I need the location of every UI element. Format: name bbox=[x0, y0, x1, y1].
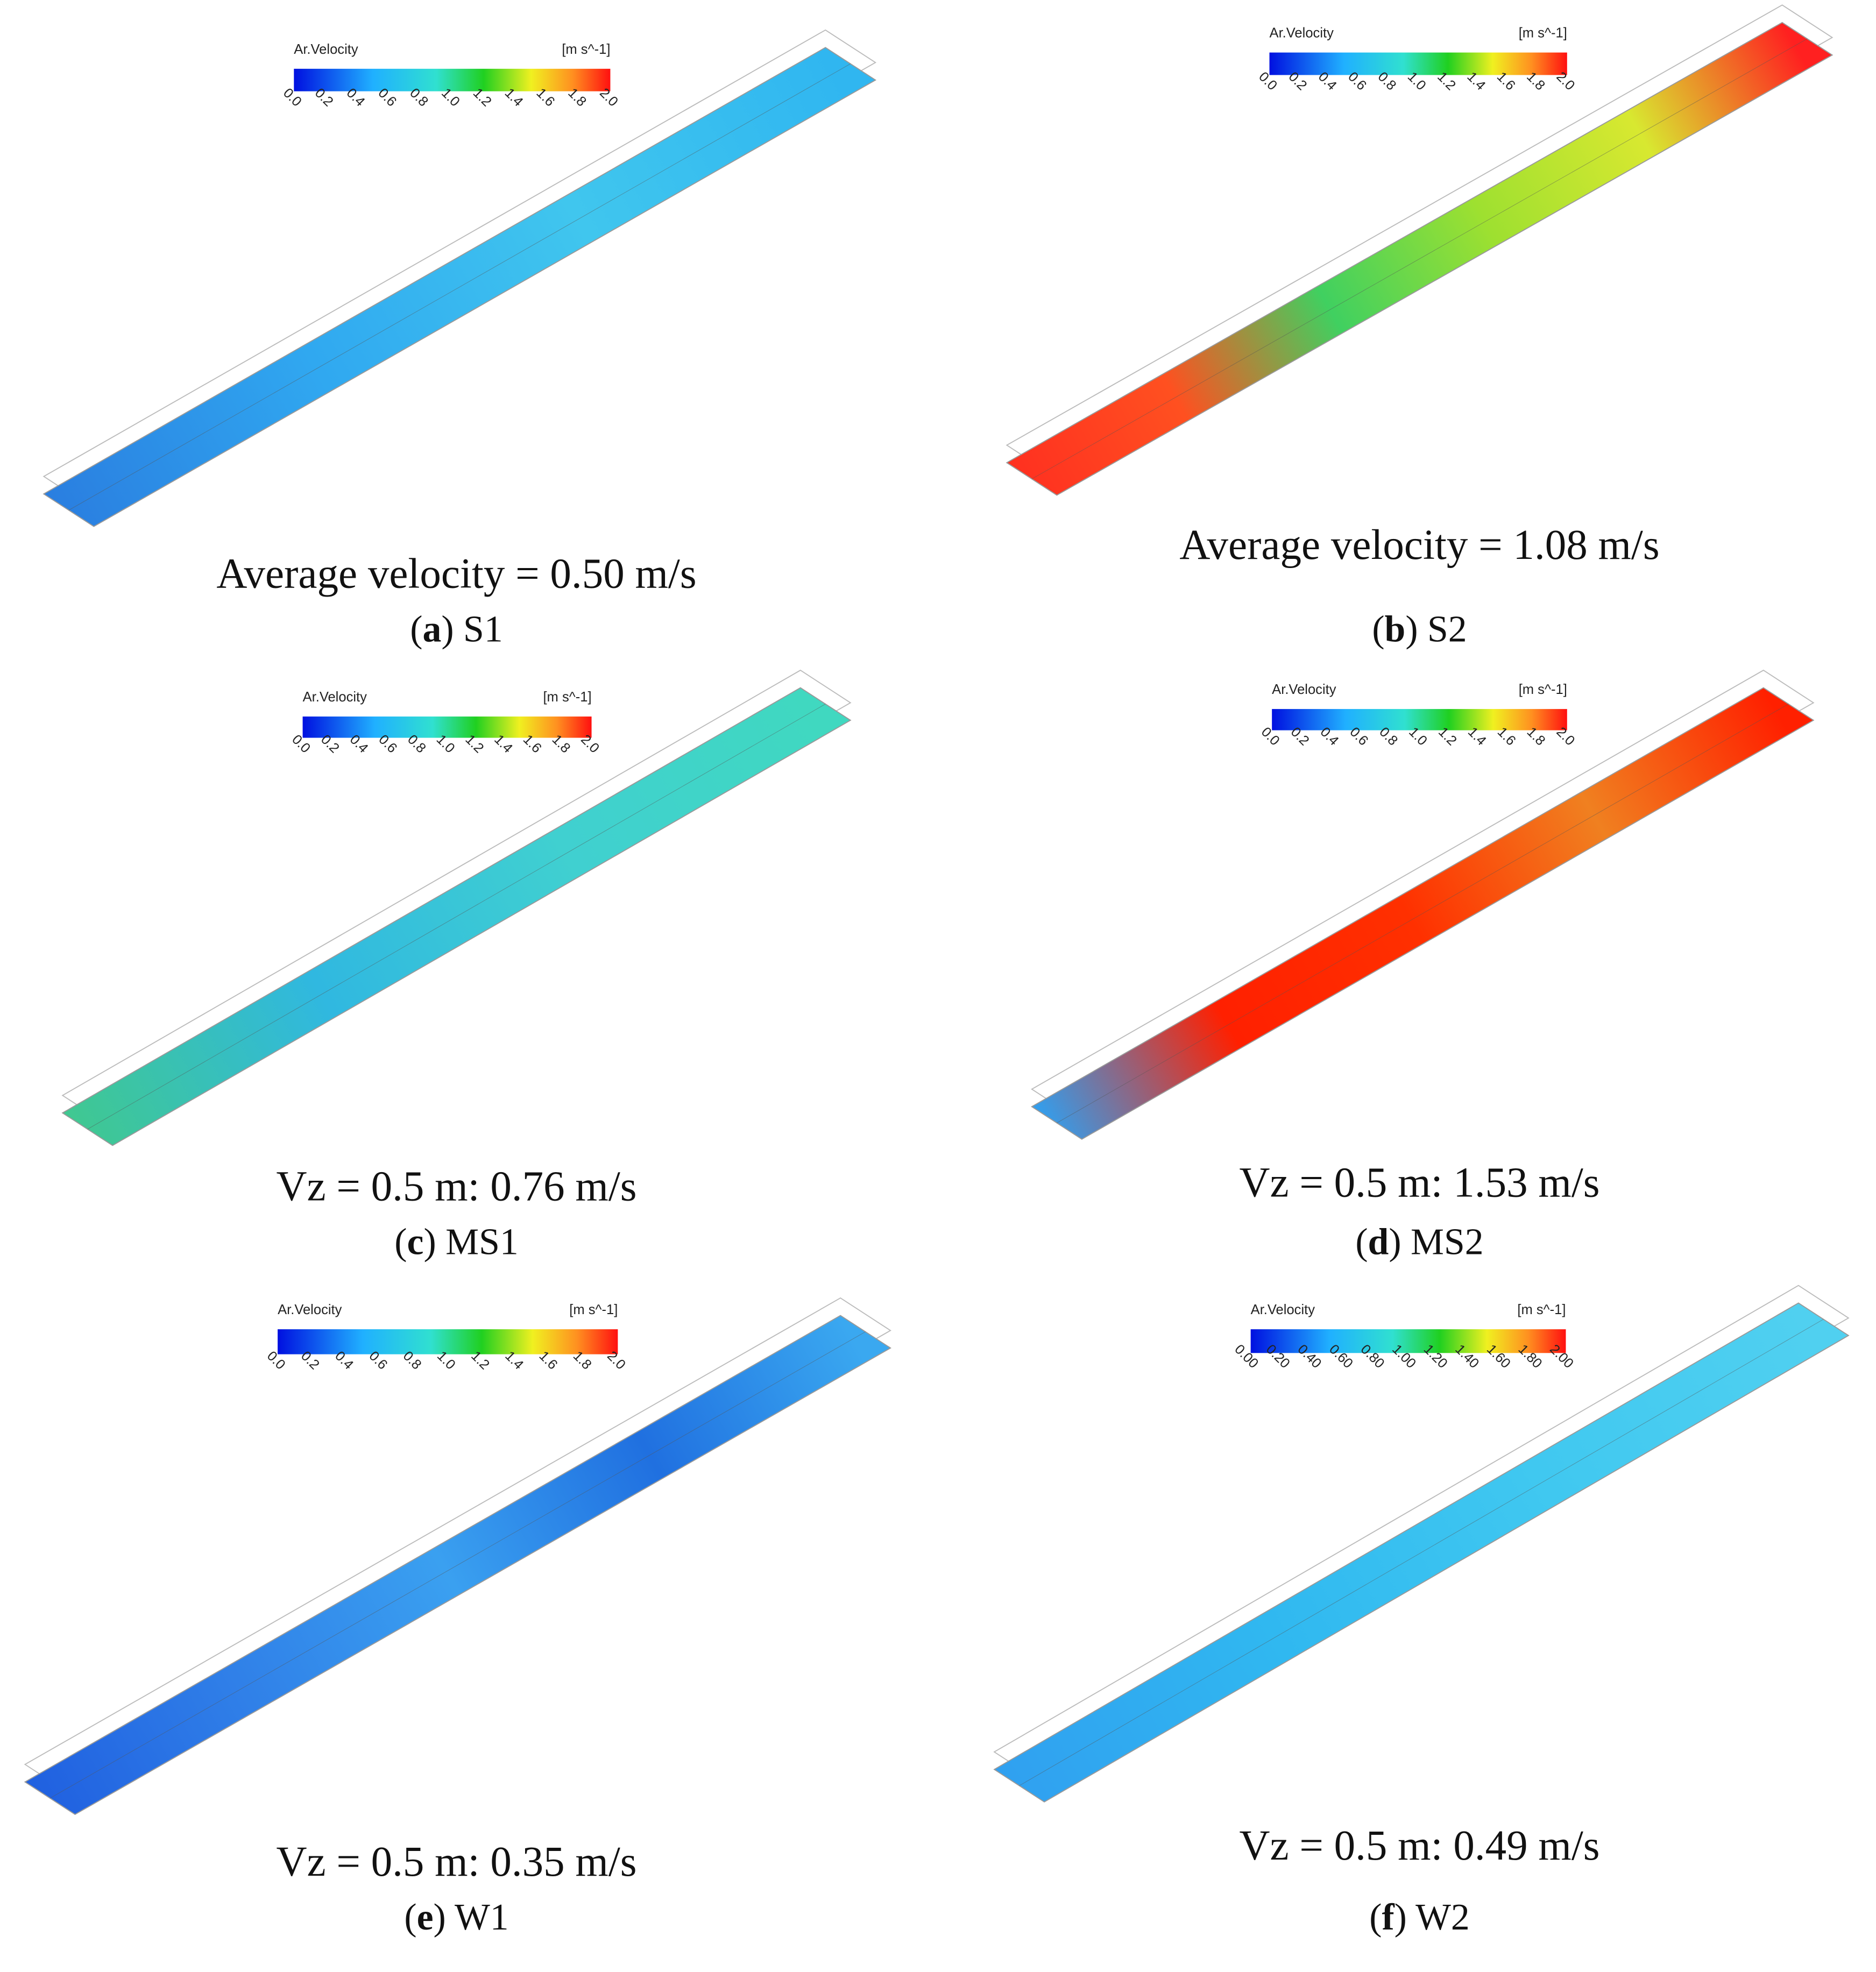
caption: Vz = 0.5 m: 1.53 m/s bbox=[1239, 1160, 1599, 1207]
panel-label-part: ) MS2 bbox=[1389, 1222, 1483, 1263]
panel-label-part: ) MS1 bbox=[423, 1222, 518, 1263]
caption: Vz = 0.5 m: 0.76 m/s bbox=[276, 1164, 636, 1210]
channel-centerline bbox=[1057, 704, 1789, 1123]
colorbar-unit: [m s^-1] bbox=[569, 1302, 618, 1317]
panel-label-part: ( bbox=[1369, 1897, 1382, 1938]
colorbar-title: Ar.Velocity bbox=[1270, 26, 1334, 41]
panel: Ar.Velocity [m s^-1]0.0 0.2 0.4 0.6 0.8 1.0 1.2… bbox=[43, 29, 877, 650]
channel-centerline bbox=[68, 63, 851, 510]
panel-label-part: ( bbox=[410, 609, 422, 650]
panel-label-part: f bbox=[1382, 1897, 1394, 1938]
colorbar bbox=[1250, 1329, 1566, 1353]
panel-label-part: ) S1 bbox=[441, 609, 502, 650]
panel-label-part: ( bbox=[394, 1222, 407, 1263]
panel-label-part: ( bbox=[1372, 609, 1384, 650]
panel: Ar.Velocity [m s^-1]0.0 0.2 0.4 0.6 0.8 1.0 1.2… bbox=[61, 669, 852, 1263]
panel-label: (a) S1 bbox=[410, 609, 502, 650]
caption: Vz = 0.5 m: 0.35 m/s bbox=[276, 1839, 636, 1885]
panel: Ar.Velocity [m s^-1]0.0 0.2 0.4 0.6 0.8 1.0 1.2… bbox=[1006, 4, 1833, 650]
channel-centerline bbox=[1031, 38, 1808, 479]
colorbar-title: Ar.Velocity bbox=[278, 1302, 342, 1317]
colorbar bbox=[1269, 52, 1567, 75]
panel-label: (c) MS1 bbox=[394, 1222, 519, 1263]
panel-label: (d) MS2 bbox=[1355, 1222, 1483, 1263]
channel-centerline bbox=[49, 1331, 866, 1799]
panel-label-part: ( bbox=[1355, 1222, 1368, 1263]
caption: Vz = 0.5 m: 0.49 m/s bbox=[1239, 1822, 1599, 1869]
colorbar-unit: [m s^-1] bbox=[1519, 682, 1567, 697]
panel-label-part: a bbox=[423, 609, 442, 650]
panel-label-part: d bbox=[1368, 1222, 1389, 1263]
panel-label: (f) W2 bbox=[1369, 1897, 1470, 1938]
panel: Ar.Velocity [m s^-1]0.00 0.20 0.40 0.60 0.80 1… bbox=[993, 1285, 1850, 1938]
channel-centerline bbox=[1019, 1319, 1824, 1786]
colorbar bbox=[278, 1329, 618, 1354]
panel-label-part: e bbox=[417, 1897, 434, 1938]
colorbar bbox=[1272, 709, 1567, 730]
panel-label-part: ( bbox=[404, 1897, 416, 1938]
panel-label: (e) W1 bbox=[404, 1897, 508, 1938]
panel-label: (b) S2 bbox=[1372, 609, 1467, 650]
caption: Average velocity = 1.08 m/s bbox=[1179, 522, 1659, 569]
panel-label-part: ) S2 bbox=[1405, 609, 1467, 650]
panel: Ar.Velocity [m s^-1]0.0 0.2 0.4 0.6 0.8 1.0 1.2… bbox=[24, 1297, 891, 1938]
panel-label-part: ) W1 bbox=[434, 1897, 509, 1938]
panel-label-part: ) W2 bbox=[1394, 1897, 1470, 1938]
caption: Average velocity = 0.50 m/s bbox=[216, 551, 696, 598]
colorbar-title: Ar.Velocity bbox=[294, 42, 358, 57]
colorbar-title: Ar.Velocity bbox=[303, 690, 367, 705]
colorbar bbox=[302, 717, 592, 738]
colorbar-unit: [m s^-1] bbox=[543, 690, 591, 705]
panel-label-part: c bbox=[407, 1222, 423, 1263]
channel-centerline bbox=[87, 704, 826, 1130]
colorbar-title: Ar.Velocity bbox=[1251, 1302, 1315, 1317]
colorbar-unit: [m s^-1] bbox=[1519, 26, 1567, 41]
colorbar bbox=[294, 68, 611, 91]
colorbar-unit: [m s^-1] bbox=[1517, 1302, 1566, 1317]
panel: Ar.Velocity [m s^-1]0.0 0.2 0.4 0.6 0.8 1.0 1.2… bbox=[1031, 669, 1815, 1263]
panel-label-part: b bbox=[1385, 609, 1406, 650]
colorbar-unit: [m s^-1] bbox=[562, 42, 610, 57]
colorbar-title: Ar.Velocity bbox=[1272, 682, 1336, 697]
